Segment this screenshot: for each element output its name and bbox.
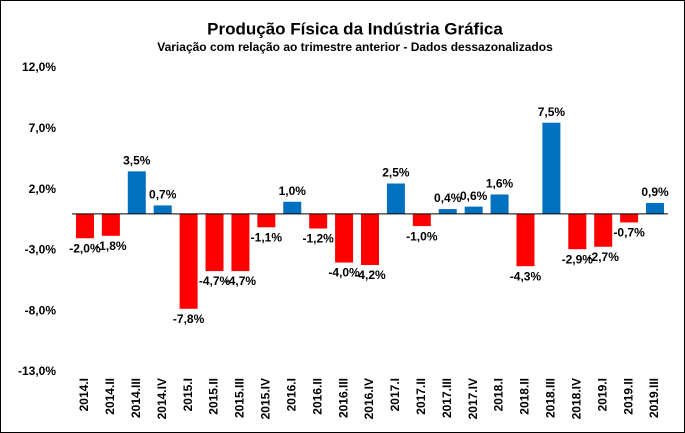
y-tick-label: -8,0% [25,303,57,317]
y-tick-label: -3,0% [25,243,57,257]
x-tick-label: 2018.III [544,378,558,418]
x-tick-label: 2014.I [77,378,91,411]
bar [335,213,354,263]
x-tick-label: 2016.I [284,378,298,411]
bar [283,201,302,214]
x-tick-label: 2015.III [233,378,247,418]
bar [542,122,561,214]
x-tick-label: 2015.II [207,378,221,415]
x-tick-label: 2018.IV [569,378,583,419]
value-label: -1,2% [302,232,334,246]
value-label: -2,9% [562,252,594,266]
x-tick-label: 2014.III [129,378,143,418]
bar [438,209,457,214]
x-tick-label: 2015.I [181,378,195,411]
x-tick-label: 2019.III [647,378,661,418]
x-tick-label: 2018.I [492,378,506,411]
value-label: 0,4% [434,191,462,205]
value-label: 0,6% [460,189,488,203]
bar [594,213,613,247]
value-label: -4,0% [328,266,360,280]
chart-title: Produção Física da Indústria Gráfica [207,19,503,38]
bar [412,213,431,227]
value-label: -4,3% [510,269,542,283]
x-tick-label: 2014.IV [155,378,169,419]
bar [179,213,198,309]
x-tick-label: 2016.III [336,378,350,418]
value-label: 2,5% [382,166,410,180]
value-label: -4,7% [199,274,231,288]
value-label: 1,0% [279,184,307,198]
value-label: 1,6% [486,177,514,191]
value-label: -4,2% [354,268,386,282]
bar [386,183,405,214]
value-label: 7,5% [538,105,566,119]
bar [490,194,509,214]
bar [153,205,172,214]
x-tick-label: 2017.IV [466,378,480,419]
y-tick-label: -13,0% [18,364,56,378]
x-tick-label: 2018.II [518,378,532,415]
x-tick-label: 2017.I [388,378,402,411]
y-tick-label: 12,0% [22,60,56,74]
x-tick-label: 2019.II [621,378,635,415]
bar [361,213,379,265]
bar [231,213,250,272]
value-label: 0,7% [149,188,177,202]
x-tick-label: 2016.IV [362,378,376,419]
x-tick-label: 2017.II [414,378,428,415]
bar [464,206,483,214]
bar [205,213,224,272]
chart-subtitle: Variação com relação ao trimestre anteri… [157,40,553,54]
x-tick-label: 2014.II [103,378,117,415]
value-label: -7,8% [173,312,205,326]
x-tick-label: 2017.III [440,378,454,418]
bar [568,213,587,250]
value-label: -2,0% [69,241,101,255]
bar [75,213,94,239]
bar [257,213,276,228]
value-label: -2,7% [588,250,620,264]
value-label: -1,8% [95,239,127,253]
bar [620,213,639,223]
value-label: -4,7% [225,274,257,288]
value-label: -0,7% [613,226,645,240]
bar [127,171,146,214]
x-tick-label: 2015.IV [259,378,273,419]
bar [309,213,328,229]
bar [516,213,535,267]
y-tick-label: 2,0% [29,182,57,196]
value-label: -1,0% [406,229,438,243]
value-label: 0,9% [641,185,669,199]
y-tick-label: 7,0% [29,121,57,135]
x-tick-label: 2019.I [595,378,609,411]
bar [101,213,120,236]
x-tick-label: 2016.II [310,378,324,415]
value-label: 3,5% [123,154,151,168]
bar [646,202,665,214]
value-label: -1,1% [251,230,283,244]
